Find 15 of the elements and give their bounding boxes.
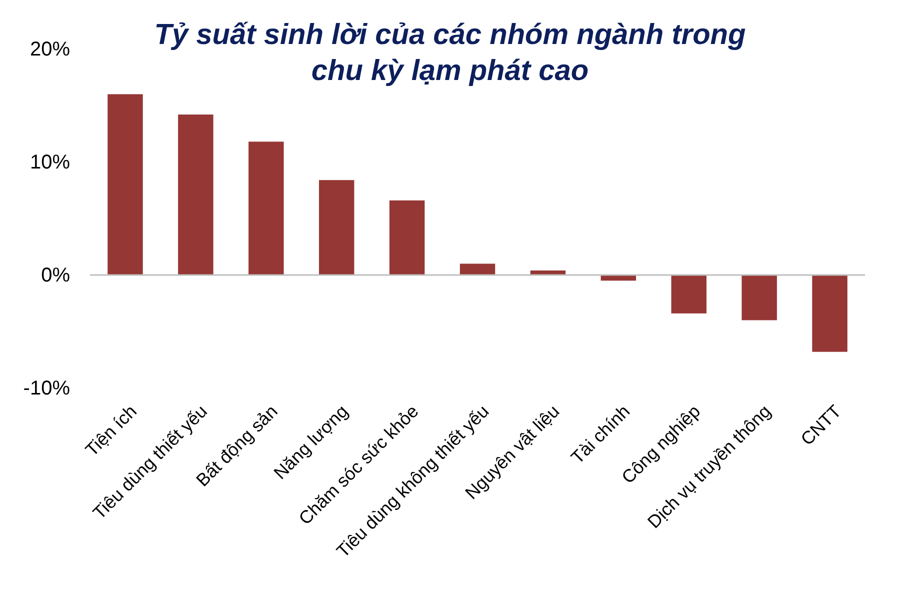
y-tick-label: 20%	[30, 38, 70, 60]
bar	[248, 142, 284, 275]
bar	[108, 94, 143, 275]
bar	[742, 275, 777, 320]
x-tick-label: Tiện ích	[82, 401, 141, 460]
bar	[178, 114, 214, 275]
bar	[318, 180, 354, 275]
bar	[389, 200, 425, 275]
chart-title: Tỷ suất sinh lời của các nhóm ngành trong chu kỳ lạm phát cao	[154, 19, 746, 87]
bar	[812, 275, 848, 352]
bar	[671, 275, 706, 314]
y-tick-label: 10%	[30, 151, 70, 174]
bar	[460, 264, 496, 275]
y-tick-label: -10%	[23, 377, 70, 400]
y-tick-label: 0%	[41, 264, 70, 286]
